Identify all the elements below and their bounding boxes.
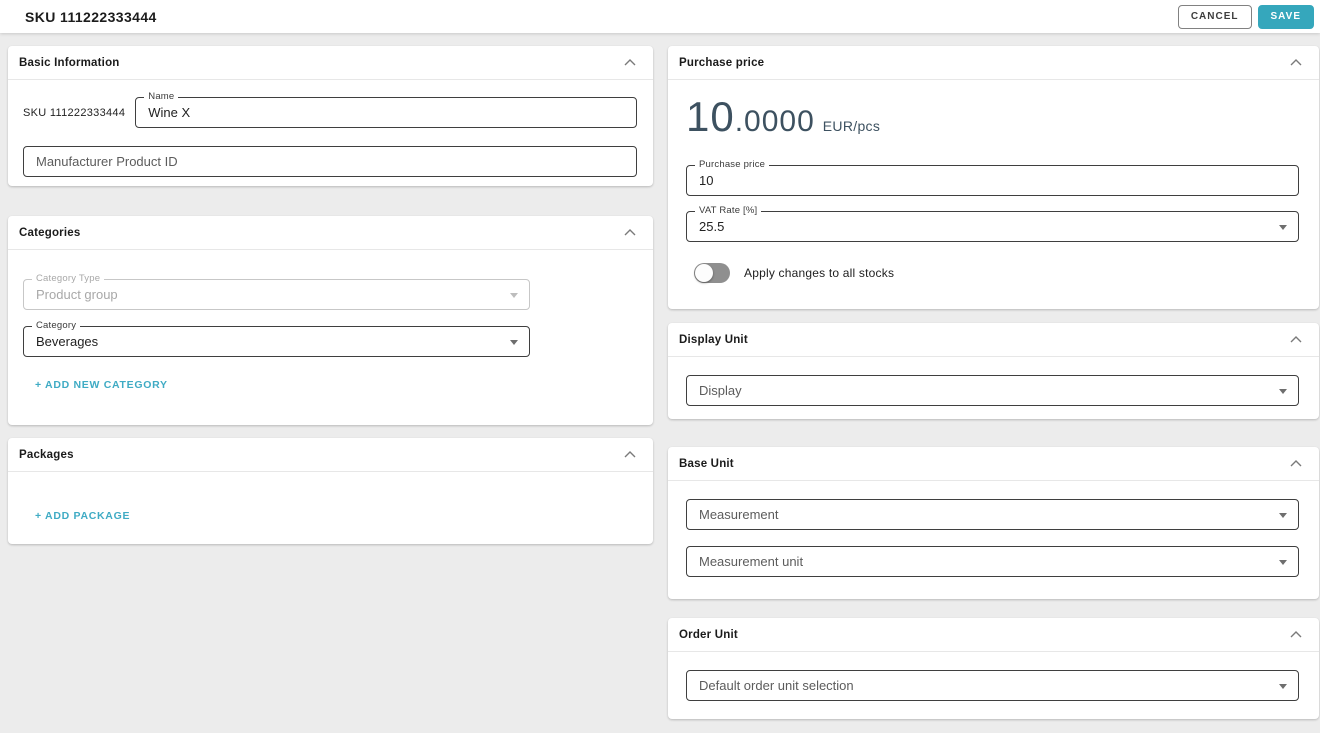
basic-information-title: Basic Information [19,56,120,69]
caret-down-icon [1279,388,1287,394]
manufacturer-product-id-input[interactable]: Manufacturer Product ID [23,146,637,177]
category-type-select: Category Type Product group [23,273,530,310]
caret-down-icon [1279,224,1287,230]
display-unit-card: Display Unit Display [668,323,1319,419]
left-column: Basic Information SKU 111222333444 Name … [8,46,653,719]
categories-title: Categories [19,226,81,239]
name-input[interactable]: Name Wine X [135,91,637,128]
chevron-up-icon[interactable] [624,59,636,66]
caret-down-icon [1279,512,1287,518]
vat-rate-value: 25.5 [699,219,725,234]
cancel-button[interactable]: CANCEL [1177,4,1252,29]
base-unit-title: Base Unit [679,457,734,470]
chevron-up-icon[interactable] [1290,336,1302,343]
main-content: Basic Information SKU 111222333444 Name … [0,33,1320,719]
sku-label: SKU 111222333444 [23,106,126,119]
price-display: 10 .0000 EUR/pcs [686,96,1301,138]
chevron-up-icon[interactable] [1290,631,1302,638]
measurement-value: Measurement [699,507,779,522]
apply-changes-row: Apply changes to all stocks [694,263,1319,283]
categories-header: Categories [8,216,653,250]
chevron-up-icon[interactable] [624,451,636,458]
name-input-label: Name [144,91,179,103]
base-unit-card: Base Unit Measurement Measurement unit [668,447,1319,599]
category-value: Beverages [36,334,99,349]
measurement-unit-value: Measurement unit [699,554,804,569]
category-select[interactable]: Category Beverages [23,320,530,357]
right-column: Purchase price 10 .0000 EUR/pcs Purchase… [668,46,1319,719]
purchase-price-input-label: Purchase price [695,159,770,171]
basic-information-header: Basic Information [8,46,653,80]
basic-information-card: Basic Information SKU 111222333444 Name … [8,46,653,186]
categories-card: Categories Category Type Product group C… [8,216,653,425]
page-title: SKU 111222333444 [25,8,157,25]
chevron-up-icon[interactable] [1290,59,1302,66]
measurement-unit-select[interactable]: Measurement unit [686,546,1299,577]
packages-card: Packages + ADD PACKAGE [8,438,653,544]
order-unit-header: Order Unit [668,618,1319,652]
manufacturer-product-id-placeholder: Manufacturer Product ID [36,154,178,169]
category-label: Category [32,320,81,332]
topbar-actions: CANCEL SAVE [1177,4,1314,29]
default-order-unit-select[interactable]: Default order unit selection [686,670,1299,701]
topbar: SKU 111222333444 CANCEL SAVE [0,0,1320,33]
purchase-price-card: Purchase price 10 .0000 EUR/pcs Purchase… [668,46,1319,309]
apply-changes-toggle[interactable] [694,263,730,283]
packages-title: Packages [19,448,74,461]
price-unit: EUR/pcs [822,118,881,134]
chevron-up-icon[interactable] [1290,460,1302,467]
measurement-select[interactable]: Measurement [686,499,1299,530]
default-order-unit-value: Default order unit selection [699,678,854,693]
toggle-thumb [695,264,713,282]
vat-rate-label: VAT Rate [%] [695,205,762,217]
sku-name-row: SKU 111222333444 Name Wine X [23,91,637,128]
display-unit-value: Display [699,383,742,398]
purchase-price-input-value: 10 [699,173,714,188]
order-unit-card: Order Unit Default order unit selection [668,618,1319,719]
caret-down-icon [510,292,518,298]
apply-changes-label: Apply changes to all stocks [744,266,895,280]
packages-header: Packages [8,438,653,472]
base-unit-header: Base Unit [668,447,1319,481]
add-new-category-button[interactable]: + ADD NEW CATEGORY [35,379,168,391]
purchase-price-header: Purchase price [668,46,1319,80]
caret-down-icon [510,339,518,345]
caret-down-icon [1279,683,1287,689]
price-integer: 10 [686,93,735,140]
name-input-value: Wine X [148,105,191,120]
display-unit-select[interactable]: Display [686,375,1299,406]
chevron-up-icon[interactable] [624,229,636,236]
display-unit-header: Display Unit [668,323,1319,357]
order-unit-title: Order Unit [679,628,738,641]
purchase-price-input[interactable]: Purchase price 10 [686,159,1299,196]
category-type-label: Category Type [32,273,105,285]
vat-rate-select[interactable]: VAT Rate [%] 25.5 [686,205,1299,242]
price-decimals: .0000 [734,105,815,138]
add-package-button[interactable]: + ADD PACKAGE [35,510,131,522]
purchase-price-title: Purchase price [679,56,765,69]
display-unit-title: Display Unit [679,333,748,346]
caret-down-icon [1279,559,1287,565]
save-button[interactable]: SAVE [1257,4,1314,29]
category-type-value: Product group [36,287,118,302]
